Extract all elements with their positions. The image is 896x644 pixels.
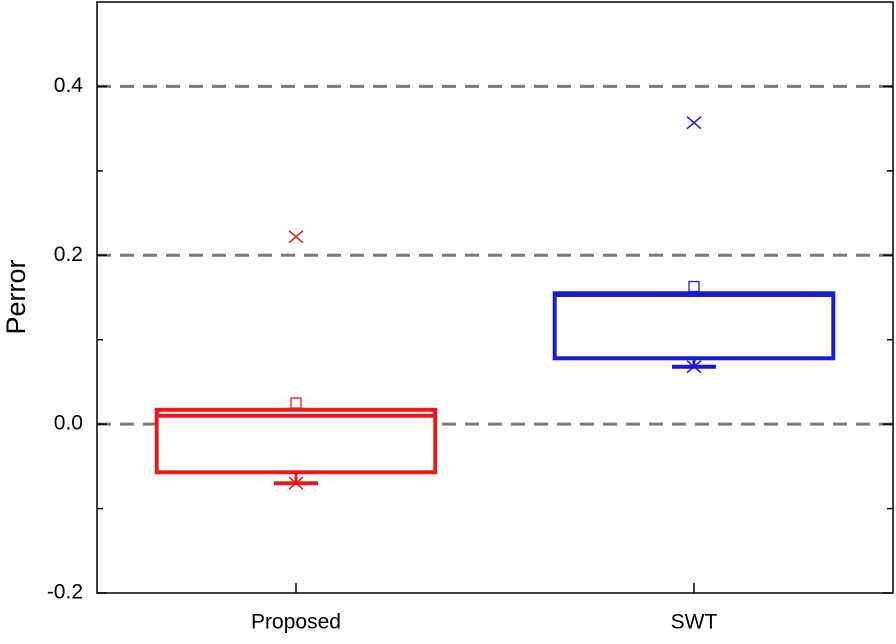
max-marker	[686, 116, 702, 130]
y-axis-label: Perror	[1, 259, 31, 334]
max-marker	[288, 230, 304, 244]
y-tick-label: -0.2	[47, 581, 83, 604]
x-tick-label: SWT	[671, 611, 718, 634]
min-marker	[288, 476, 304, 490]
box	[154, 407, 438, 475]
mean-marker	[290, 397, 302, 409]
y-tick-label: 0.2	[54, 243, 83, 266]
x-tick-label: Proposed	[251, 611, 341, 634]
y-tick-label: 0.0	[54, 412, 83, 435]
mean-marker	[688, 280, 700, 293]
box	[552, 291, 836, 361]
y-tick-label: 0.4	[54, 74, 84, 97]
min-marker	[686, 360, 702, 374]
plot-frame	[96, 1, 894, 594]
